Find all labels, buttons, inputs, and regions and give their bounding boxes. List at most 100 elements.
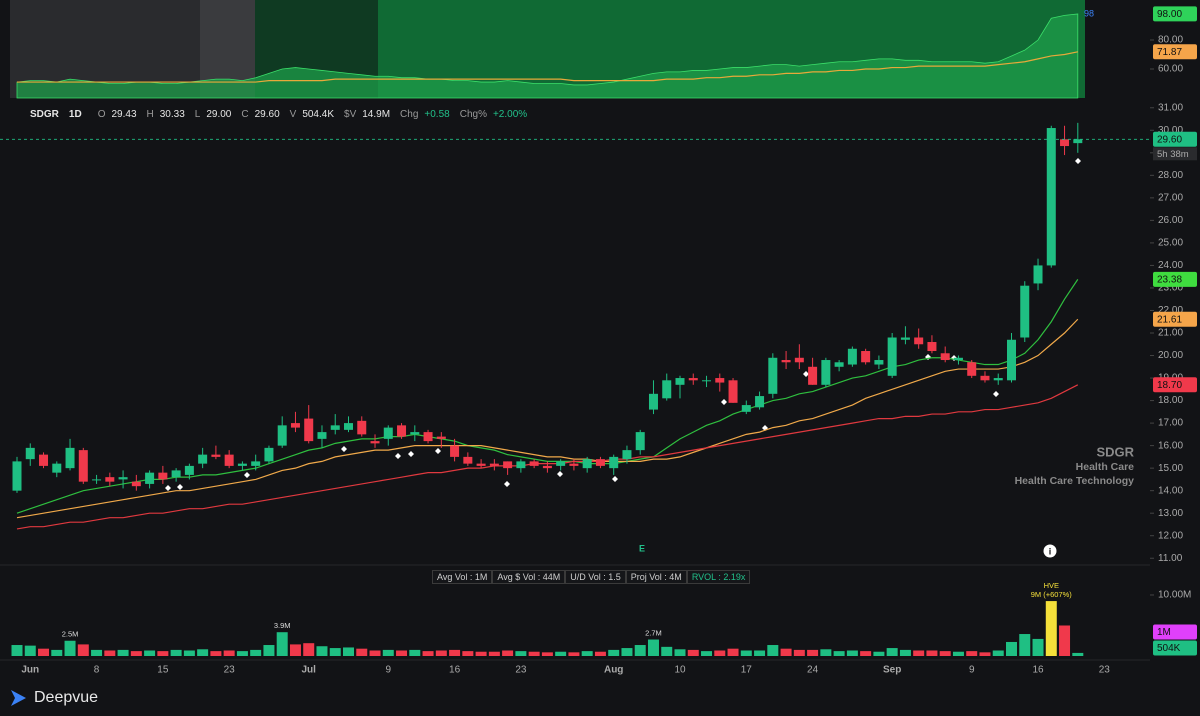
- volume-bar: [541, 652, 553, 656]
- y-tick-label: 30.00: [1158, 125, 1183, 136]
- price-badge-label: 18.70: [1157, 380, 1182, 391]
- candle-body: [675, 378, 685, 385]
- volume-bar: [210, 651, 222, 656]
- candle-body: [171, 470, 181, 478]
- volume-bar: [833, 651, 845, 656]
- candle-body: [397, 425, 407, 437]
- candle-body: [383, 427, 393, 439]
- volume-bar: [303, 643, 315, 656]
- candle-body: [436, 436, 446, 439]
- volume-bar: [528, 651, 540, 656]
- candle-body: [595, 459, 605, 466]
- volume-bar: [608, 649, 620, 656]
- volume-bar: [77, 644, 89, 656]
- candle-body: [874, 360, 884, 365]
- x-tick-label: 15: [157, 665, 169, 676]
- candle-body: [39, 454, 49, 466]
- volume-bar: [382, 649, 394, 656]
- candle-body: [1020, 285, 1030, 338]
- field-label: $V: [344, 108, 357, 120]
- candle-body: [118, 477, 128, 480]
- candle-body: [542, 465, 552, 469]
- footer: Deepvue: [8, 688, 98, 708]
- volume-stat: Avg Vol : 1M: [432, 570, 493, 584]
- info-icon-glyph: i: [1049, 546, 1052, 556]
- moving-average: [16, 318, 1079, 519]
- candle-body: [569, 463, 579, 466]
- x-tick-label: 24: [807, 665, 819, 676]
- volume-bar: [130, 651, 142, 656]
- y-tick-label: 14.00: [1158, 485, 1183, 496]
- candle-body: [370, 441, 380, 444]
- volume-bar: [647, 639, 659, 656]
- info-icon[interactable]: [1043, 544, 1057, 558]
- volume-bar: [1045, 601, 1057, 656]
- candle-body: [330, 425, 340, 430]
- volume-bar: [250, 649, 262, 656]
- candle-body: [158, 472, 168, 480]
- candle-body: [211, 454, 221, 457]
- field-label: H: [146, 108, 154, 120]
- volume-bar: [992, 650, 1004, 656]
- countdown-bg: [1153, 147, 1197, 161]
- candle-body: [808, 366, 818, 385]
- volume-bar: [91, 649, 103, 656]
- volume-bar: [899, 649, 911, 656]
- field-value: 29.43: [111, 108, 137, 120]
- volume-badge-bg: [1153, 624, 1197, 640]
- y-tick-label: 20.00: [1158, 350, 1183, 361]
- volume-bar: [952, 651, 964, 656]
- candle-body: [516, 461, 526, 469]
- field-label: V: [289, 108, 297, 120]
- volume-badge: 504K: [1153, 640, 1197, 656]
- price-badge: 21.61: [1153, 311, 1197, 327]
- volume-bar: [51, 649, 63, 656]
- field-value: 29.60: [254, 108, 280, 120]
- volume-bar: [170, 649, 182, 656]
- candle-body: [489, 463, 499, 466]
- candle-body: [980, 375, 990, 381]
- header-symbol: SDGR: [30, 108, 59, 120]
- candle-body: [410, 432, 420, 435]
- y-tick-label: 23.00: [1158, 283, 1183, 294]
- volume-badge-label: 504K: [1157, 643, 1181, 654]
- price-badge-label: 23.38: [1157, 275, 1182, 286]
- price-badge-label: 29.60: [1157, 134, 1182, 145]
- candle-body: [357, 420, 367, 435]
- candle-body: [741, 405, 751, 412]
- x-tick-label: Jun: [21, 665, 39, 676]
- price-badge-bg: [1153, 377, 1197, 393]
- volume-stat: U/D Vol : 1.5: [565, 570, 626, 584]
- volume-bar: [157, 651, 169, 656]
- volume-bar: [502, 650, 514, 656]
- volume-bar: [475, 651, 487, 656]
- rs-badge-label: 71.87: [1157, 47, 1182, 58]
- volume-bar: [236, 651, 248, 656]
- x-tick-label: 23: [1099, 665, 1111, 676]
- candle-body: [834, 362, 844, 367]
- field-label: O: [97, 108, 106, 120]
- x-tick-label: 9: [969, 665, 975, 676]
- volume-bar: [289, 644, 301, 656]
- y-tick-label: 15.00: [1158, 463, 1183, 474]
- volume-bar: [1019, 634, 1031, 656]
- y-tick-label: 13.00: [1158, 508, 1183, 519]
- candle-body: [344, 423, 353, 430]
- volume-bar: [144, 650, 156, 656]
- candle-body: [715, 378, 725, 383]
- candle-body: [105, 477, 115, 482]
- field-value: 30.33: [159, 108, 185, 120]
- x-tick-label: 16: [449, 665, 461, 676]
- field-value: 504.4K: [302, 108, 335, 120]
- candle-body: [529, 461, 539, 466]
- volume-bar: [488, 651, 500, 656]
- volume-bar: [913, 650, 925, 656]
- info-symbol: SDGR: [1096, 444, 1134, 459]
- y-tick-label: 27.00: [1158, 192, 1183, 203]
- candle-body: [78, 450, 88, 482]
- field-label: Chg: [400, 108, 419, 120]
- price-badge: 23.38: [1153, 271, 1197, 287]
- rs-badge-label: 98.00: [1157, 9, 1182, 20]
- candle-body: [463, 456, 473, 464]
